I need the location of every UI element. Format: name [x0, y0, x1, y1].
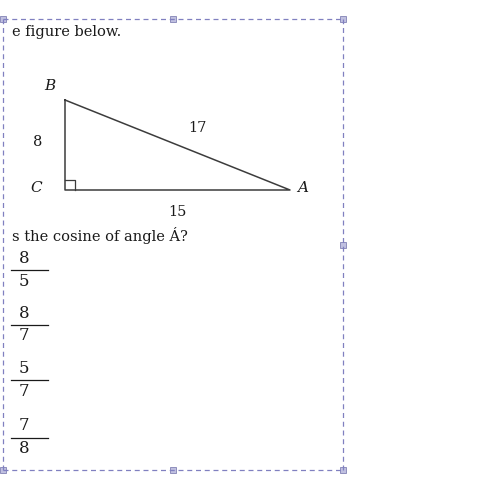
Text: 8: 8 — [19, 250, 30, 267]
Bar — [340, 242, 345, 248]
Text: 8: 8 — [19, 305, 30, 322]
Text: e figure below.: e figure below. — [12, 25, 122, 39]
Bar — [340, 467, 345, 473]
Text: B: B — [44, 78, 56, 92]
Text: 8: 8 — [19, 440, 30, 457]
Text: 7: 7 — [19, 418, 30, 434]
Text: 5: 5 — [19, 272, 30, 289]
Text: 15: 15 — [168, 206, 186, 220]
Bar — [340, 16, 345, 22]
Text: 8: 8 — [33, 136, 42, 149]
Bar — [0, 16, 6, 22]
Text: 17: 17 — [188, 120, 206, 134]
Bar — [0, 467, 6, 473]
Text: 7: 7 — [19, 328, 30, 344]
Text: C: C — [31, 182, 42, 196]
Text: A: A — [298, 182, 308, 196]
Text: s the cosine of angle Á?: s the cosine of angle Á? — [12, 228, 188, 244]
Text: 5: 5 — [19, 360, 30, 377]
Bar — [170, 16, 175, 22]
Bar — [170, 467, 175, 473]
Text: 7: 7 — [19, 382, 30, 400]
